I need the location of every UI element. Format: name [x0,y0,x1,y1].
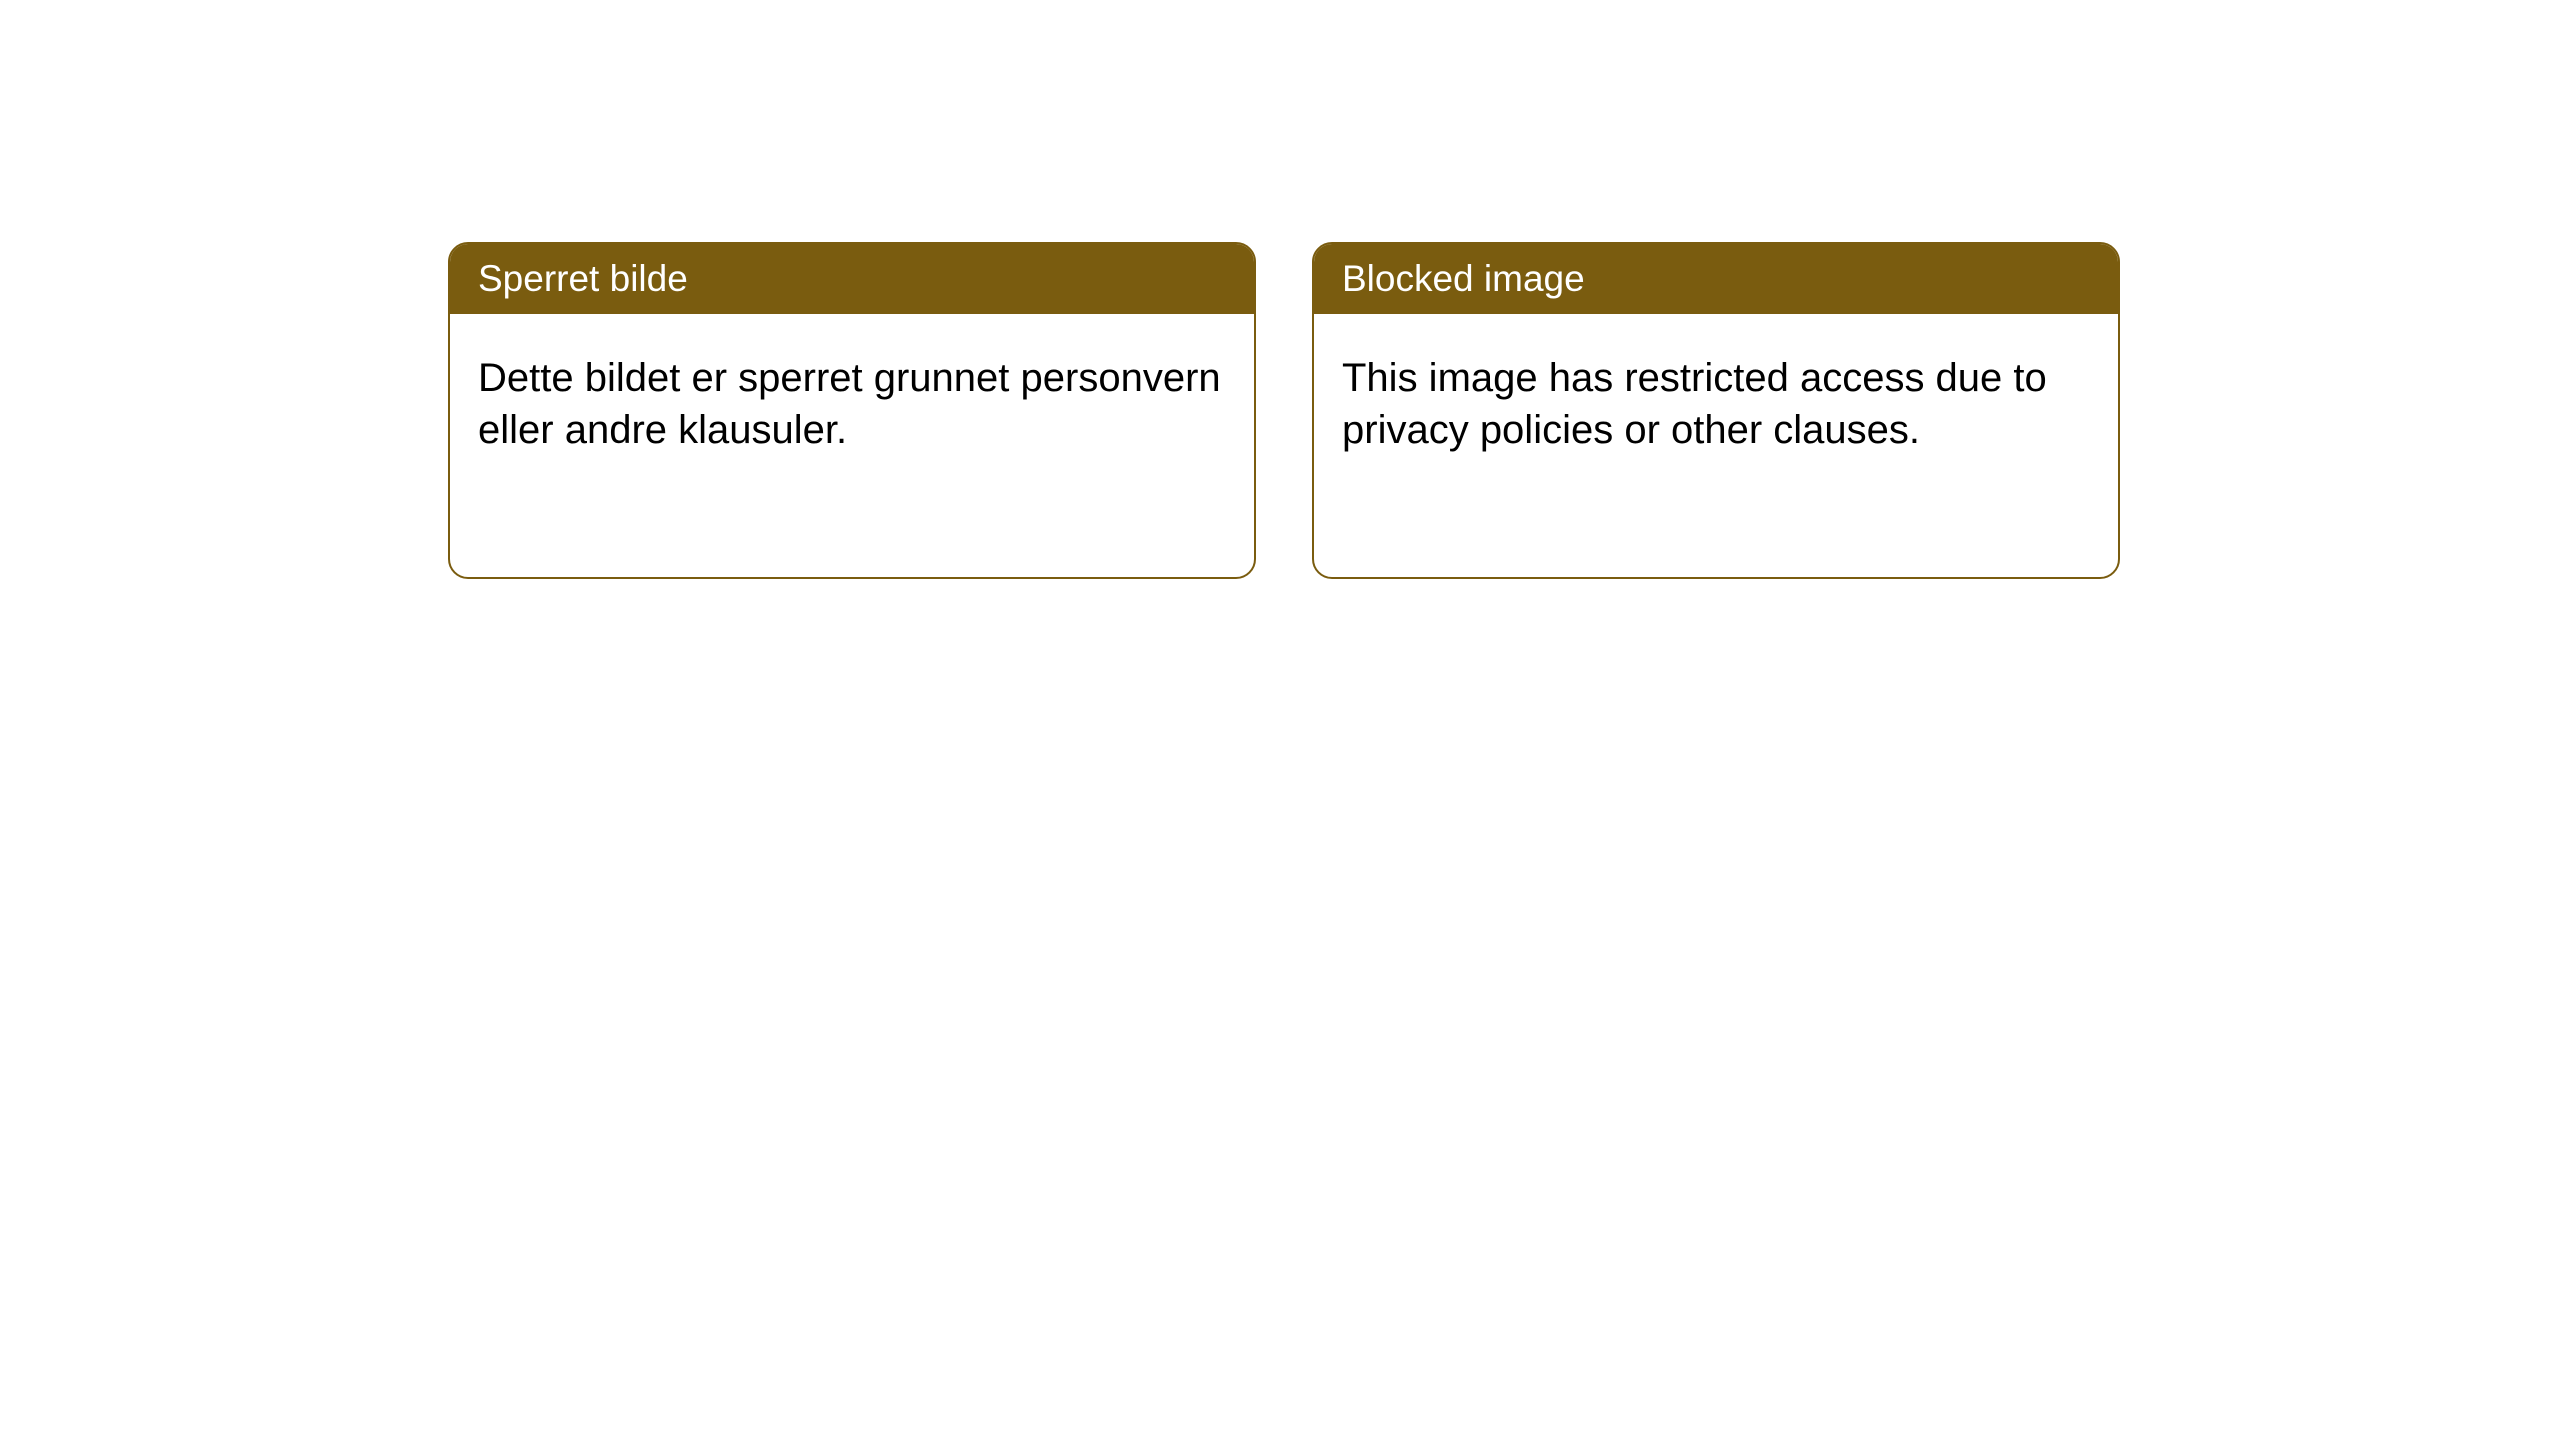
notice-box-english: Blocked image This image has restricted … [1312,242,2120,579]
notice-header: Blocked image [1314,244,2118,314]
notice-container: Sperret bilde Dette bildet er sperret gr… [0,0,2560,579]
notice-box-norwegian: Sperret bilde Dette bildet er sperret gr… [448,242,1256,579]
notice-header: Sperret bilde [450,244,1254,314]
notice-body: Dette bildet er sperret grunnet personve… [450,314,1254,494]
notice-body: This image has restricted access due to … [1314,314,2118,494]
